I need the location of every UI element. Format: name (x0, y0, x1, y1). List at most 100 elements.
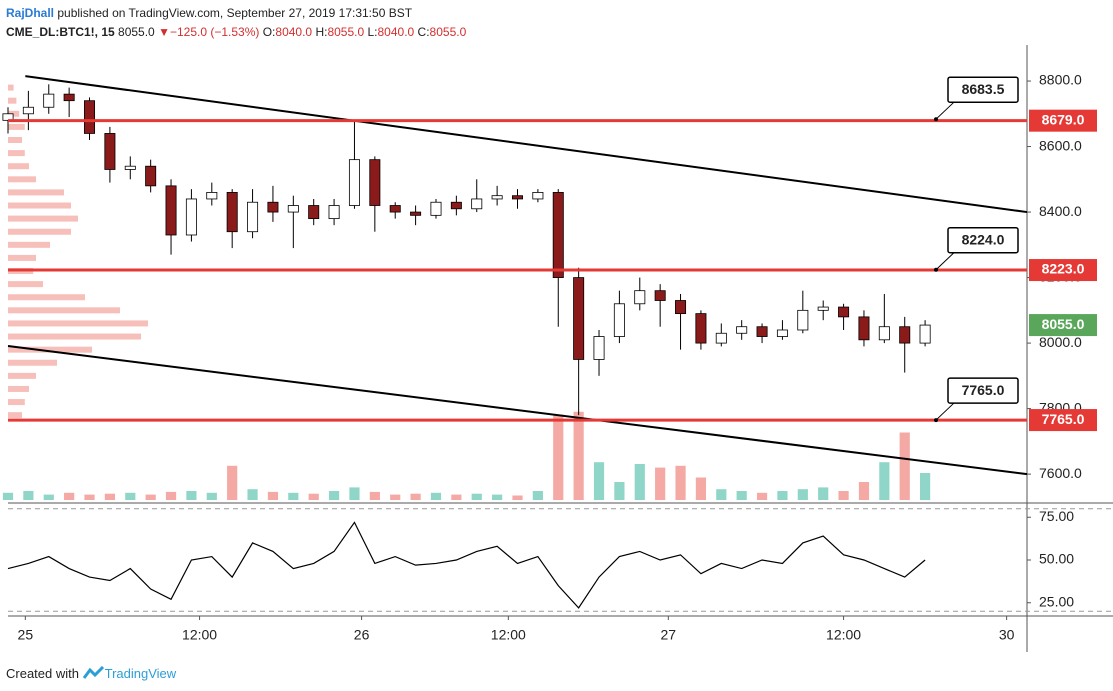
volume-profile-bar (8, 123, 25, 130)
y-tick-label: 75.00 (1039, 508, 1074, 524)
volume-bar (655, 467, 666, 500)
volume-profile-bar (8, 412, 22, 419)
candle-body (654, 290, 666, 301)
trendline (25, 75, 1028, 214)
candle-body (430, 201, 442, 216)
open-label: O: (262, 25, 276, 39)
published: published on TradingView.com, September … (57, 6, 413, 20)
volume-bar (390, 494, 401, 500)
volume-bar (818, 487, 829, 500)
volume-bar (206, 492, 217, 500)
last-price-box (1029, 314, 1097, 337)
candle-body (450, 201, 462, 210)
candle-body (124, 165, 136, 170)
y-tick-label: 25.00 (1039, 593, 1074, 609)
volume-bar (593, 462, 605, 500)
candle-body (593, 336, 605, 360)
x-tick-label: 26 (354, 627, 370, 643)
volume-bar (553, 414, 564, 500)
level-label-box (1029, 109, 1097, 132)
callout-pointer (935, 251, 956, 271)
volume-profile-bar (8, 254, 36, 261)
close-label: C: (417, 25, 430, 39)
author[interactable]: RajDhall (6, 6, 55, 20)
symbol: CME_DL:BTC1!, 15 (6, 25, 115, 39)
volume-bar (777, 491, 788, 500)
volume-profile-bar (8, 97, 17, 104)
level-label-box (1029, 259, 1097, 282)
x-tick-label: 12:00 (182, 627, 217, 643)
x-tick-label: 12:00 (826, 627, 861, 643)
volume-bar (695, 477, 707, 500)
candle-body (715, 332, 727, 344)
callout-anchor (934, 418, 938, 423)
candle-body (675, 300, 687, 315)
candle-body (919, 324, 931, 344)
volume-bar (267, 491, 279, 500)
candle-body (165, 185, 177, 236)
brand[interactable]: TradingView (104, 666, 177, 681)
candle-body (858, 316, 870, 341)
candle-body (878, 326, 890, 341)
volume-bar (471, 493, 482, 500)
change: −125.0 (−1.53%) (169, 25, 260, 39)
header: RajDhall published on TradingView.com, S… (6, 4, 466, 42)
volume-profile-bar (8, 346, 92, 353)
open: 8040.0 (275, 25, 313, 39)
candle-body (736, 326, 748, 334)
candle-body (328, 205, 340, 220)
x-tick-label: 25 (18, 627, 34, 643)
candle-body (43, 93, 55, 108)
volume-bar (838, 491, 849, 500)
y-tick-label: 8400.0 (1039, 203, 1082, 219)
low-label: L: (367, 25, 378, 39)
volume-profile-bar (8, 385, 29, 392)
rsi-line (7, 521, 926, 609)
header-line-2: CME_DL:BTC1!, 15 8055.0 ▼−125.0 (−1.53%)… (6, 23, 466, 42)
volume-profile-bar (8, 163, 29, 170)
candle-body (613, 303, 625, 337)
y-tick-label: 8600.0 (1039, 137, 1082, 153)
candle-body (552, 192, 564, 278)
arrow: ▼ (158, 25, 170, 39)
level-label: 7765.0 (1042, 411, 1085, 427)
candle-body (22, 106, 34, 115)
volume-profile-bar (8, 281, 43, 288)
volume-bar (125, 492, 136, 500)
volume-profile-bar (8, 320, 148, 327)
volume-profile-bar (8, 110, 20, 117)
volume-profile-bar (8, 136, 22, 143)
volume-bar (756, 492, 768, 500)
candle-body (185, 198, 197, 236)
candle-body (348, 159, 360, 206)
volume-bar (532, 491, 543, 500)
volume-bar (2, 492, 14, 500)
candle-body (756, 326, 768, 337)
volume-bar (227, 465, 238, 500)
volume-profile-bar (8, 189, 64, 196)
volume-bar (430, 492, 442, 500)
candle-body (899, 326, 911, 344)
candle-body (573, 277, 585, 360)
volume-bar (23, 491, 34, 500)
volume-bar (492, 494, 503, 500)
candle-body (797, 309, 809, 331)
y-tick-label: 7600.0 (1039, 465, 1082, 481)
close: 8055.0 (429, 25, 467, 39)
callout-anchor (934, 267, 938, 272)
footer: Created with TradingView (6, 664, 176, 681)
candle-body (410, 211, 422, 216)
candle-body (776, 329, 788, 337)
volume-bar (288, 492, 299, 500)
volume-profile-bar (8, 307, 120, 314)
volume-bar (879, 462, 890, 500)
level-label: 8223.0 (1042, 261, 1085, 277)
candle-body (491, 195, 503, 200)
last-price-label: 8055.0 (1042, 316, 1085, 332)
candle-body (512, 195, 523, 200)
volume-bar (328, 491, 340, 500)
volume-profile-bar (8, 359, 57, 366)
volume-bar (899, 432, 910, 500)
volume-bar (614, 482, 625, 500)
